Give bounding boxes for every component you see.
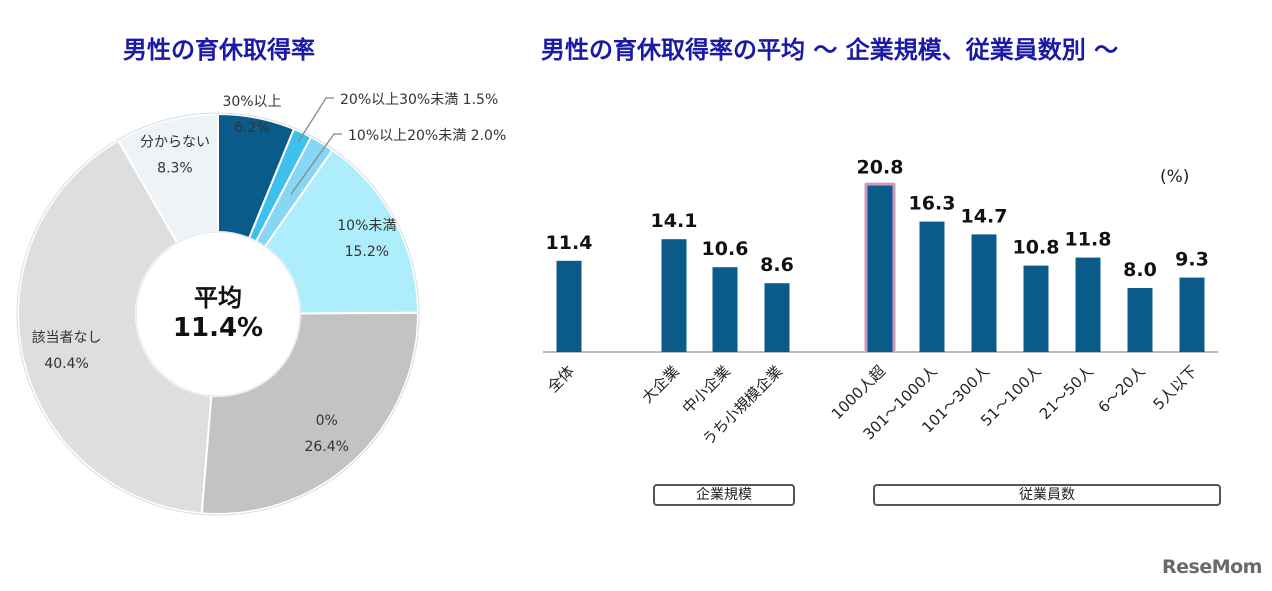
bar <box>661 239 687 352</box>
pie-slice-label: 10%未満 <box>337 218 396 234</box>
bar-value-label: 16.3 <box>909 193 956 215</box>
pie-slice-label: 30%以上 <box>222 94 281 110</box>
pie-slice-label: 該当者なし <box>32 330 102 346</box>
center-label-value: 11.4% <box>173 313 263 343</box>
bar-value-label: 8.6 <box>760 254 794 276</box>
bar <box>1075 257 1101 352</box>
bar <box>919 221 945 352</box>
pie-slice-label: 0% <box>316 413 338 429</box>
bar <box>764 283 790 352</box>
bar <box>1127 288 1153 352</box>
unit-label: (%) <box>1160 167 1190 187</box>
bar <box>867 185 893 352</box>
pie-outline <box>16 112 420 516</box>
pie-chart-title: 男性の育休取得率 <box>123 36 315 64</box>
donut-hole <box>135 231 301 397</box>
bar-category-label: 全体 <box>544 362 578 396</box>
bar-category-label: 21～50人 <box>1036 362 1097 423</box>
bar <box>556 260 582 352</box>
bar-category-label: 6～20人 <box>1095 362 1149 416</box>
bar-value-label: 11.8 <box>1065 229 1112 251</box>
bar <box>1179 277 1205 352</box>
pie-slice-value: 8.3% <box>157 161 193 177</box>
group-label-company-size: 企業規模 <box>653 484 795 506</box>
bar-value-label: 10.8 <box>1013 237 1060 259</box>
bar-category-label: 大企業 <box>638 362 683 407</box>
group-label-employee-count: 従業員数 <box>873 484 1221 506</box>
bar <box>971 234 997 352</box>
bar <box>712 267 738 352</box>
bar-value-label: 11.4 <box>546 232 593 254</box>
callout-label: 10%以上20%未満 2.0% <box>348 128 506 144</box>
callout-line <box>290 133 342 195</box>
bar-value-label: 14.7 <box>961 205 1008 227</box>
pie-slice-label: 分からない <box>140 135 210 151</box>
bar-value-label: 9.3 <box>1175 249 1209 271</box>
resemom-logo: ReseMom <box>1162 556 1262 578</box>
bar-chart-title: 男性の育休取得率の平均 ～ 企業規模、従業員数別 ～ <box>541 36 1119 64</box>
center-label-title: 平均 <box>194 284 242 312</box>
bar-value-label: 10.6 <box>702 238 749 260</box>
bar-value-label: 8.0 <box>1123 259 1157 281</box>
bar-value-label: 14.1 <box>651 210 698 232</box>
pie-slice-value: 40.4% <box>44 356 88 372</box>
bar <box>1023 265 1049 352</box>
pie-slice-value: 6.2% <box>234 120 270 136</box>
pie-slice-value: 26.4% <box>304 439 348 455</box>
bar-category-label: 5人以下 <box>1150 362 1201 413</box>
callout-line <box>297 97 334 143</box>
callout-label: 20%以上30%未満 1.5% <box>340 92 498 108</box>
pie-slice-value: 15.2% <box>345 244 389 260</box>
bar-value-label: 20.8 <box>857 157 904 179</box>
